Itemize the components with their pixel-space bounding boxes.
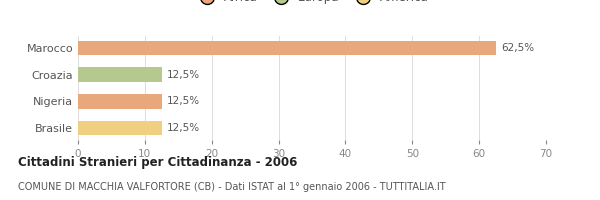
Text: COMUNE DI MACCHIA VALFORTORE (CB) - Dati ISTAT al 1° gennaio 2006 - TUTTITALIA.I: COMUNE DI MACCHIA VALFORTORE (CB) - Dati… [18, 182, 446, 192]
Text: 12,5%: 12,5% [167, 70, 200, 80]
Bar [78, 94, 161, 109]
Legend: Africa, Europa, America: Africa, Europa, America [192, 0, 432, 8]
Bar [78, 41, 496, 55]
Bar [78, 121, 161, 135]
Text: 12,5%: 12,5% [167, 123, 200, 133]
Bar [78, 67, 161, 82]
Text: 12,5%: 12,5% [167, 96, 200, 106]
Text: Cittadini Stranieri per Cittadinanza - 2006: Cittadini Stranieri per Cittadinanza - 2… [18, 156, 298, 169]
Text: 62,5%: 62,5% [501, 43, 535, 53]
